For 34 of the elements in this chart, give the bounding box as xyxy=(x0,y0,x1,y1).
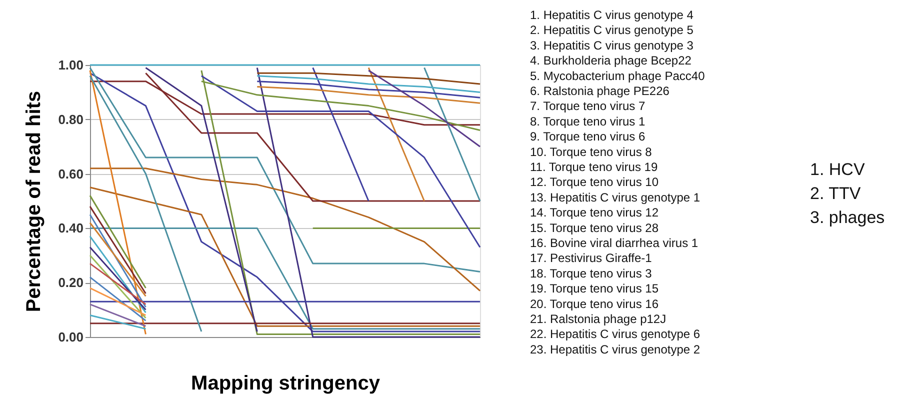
y-tick-label: 0.00 xyxy=(58,330,84,344)
text: 3. Hepatitis C virus genotype 3 xyxy=(530,38,694,52)
text: 10. Torque teno virus 8 xyxy=(530,144,652,159)
y-tick-label: 0.20 xyxy=(58,275,84,290)
text: 15. Torque teno virus 28 xyxy=(530,220,659,235)
text: 1. Hepatitis C virus genotype 4 xyxy=(530,8,694,22)
text: 3. phages xyxy=(810,208,885,227)
text: 8. Torque teno virus 1 xyxy=(530,114,646,128)
text: 1. HCV xyxy=(810,160,866,179)
x-axis-title: Mapping stringency xyxy=(191,372,381,394)
text: 17. Pestivirus Giraffe-1 xyxy=(530,251,652,266)
text: 19. Torque teno virus 15 xyxy=(530,282,659,296)
text: 16. Bovine viral diarrhea virus 1 xyxy=(530,236,698,250)
text: 20. Torque teno virus 16 xyxy=(530,296,659,311)
y-tick-label: 0.80 xyxy=(58,112,84,127)
text: 22. Hepatitis C virus genotype 6 xyxy=(530,327,700,342)
y-tick-label: 1.00 xyxy=(58,58,84,72)
text: 14. Torque teno virus 12 xyxy=(530,206,659,220)
text: 21. Ralstonia phage p12J xyxy=(530,312,666,326)
text: 2. TTV xyxy=(810,184,862,203)
text: 12. Torque teno virus 10 xyxy=(530,175,659,190)
text: 23. Hepatitis C virus genotype 2 xyxy=(530,342,700,356)
y-tick-label: 0.60 xyxy=(58,166,84,182)
text: 2. Hepatitis C virus genotype 5 xyxy=(530,23,694,38)
text: 13. Hepatitis C virus genotype 1 xyxy=(530,190,700,204)
y-tick-label: 0.40 xyxy=(58,220,84,236)
text: 7. Torque teno virus 7 xyxy=(530,99,646,114)
y-axis-title: Percentage of read hits xyxy=(23,90,46,312)
text: 18. Torque teno virus 3 xyxy=(530,266,652,280)
text: 6. Ralstonia phage PE226 xyxy=(530,84,670,98)
text: 11. Torque teno virus 19 xyxy=(530,160,658,174)
text: 5. Mycobacterium phage Pacc40 xyxy=(530,68,706,83)
text: 4. Burkholderia phage Bcep22 xyxy=(530,54,692,68)
text: 9. Torque teno virus 6 xyxy=(530,130,646,144)
